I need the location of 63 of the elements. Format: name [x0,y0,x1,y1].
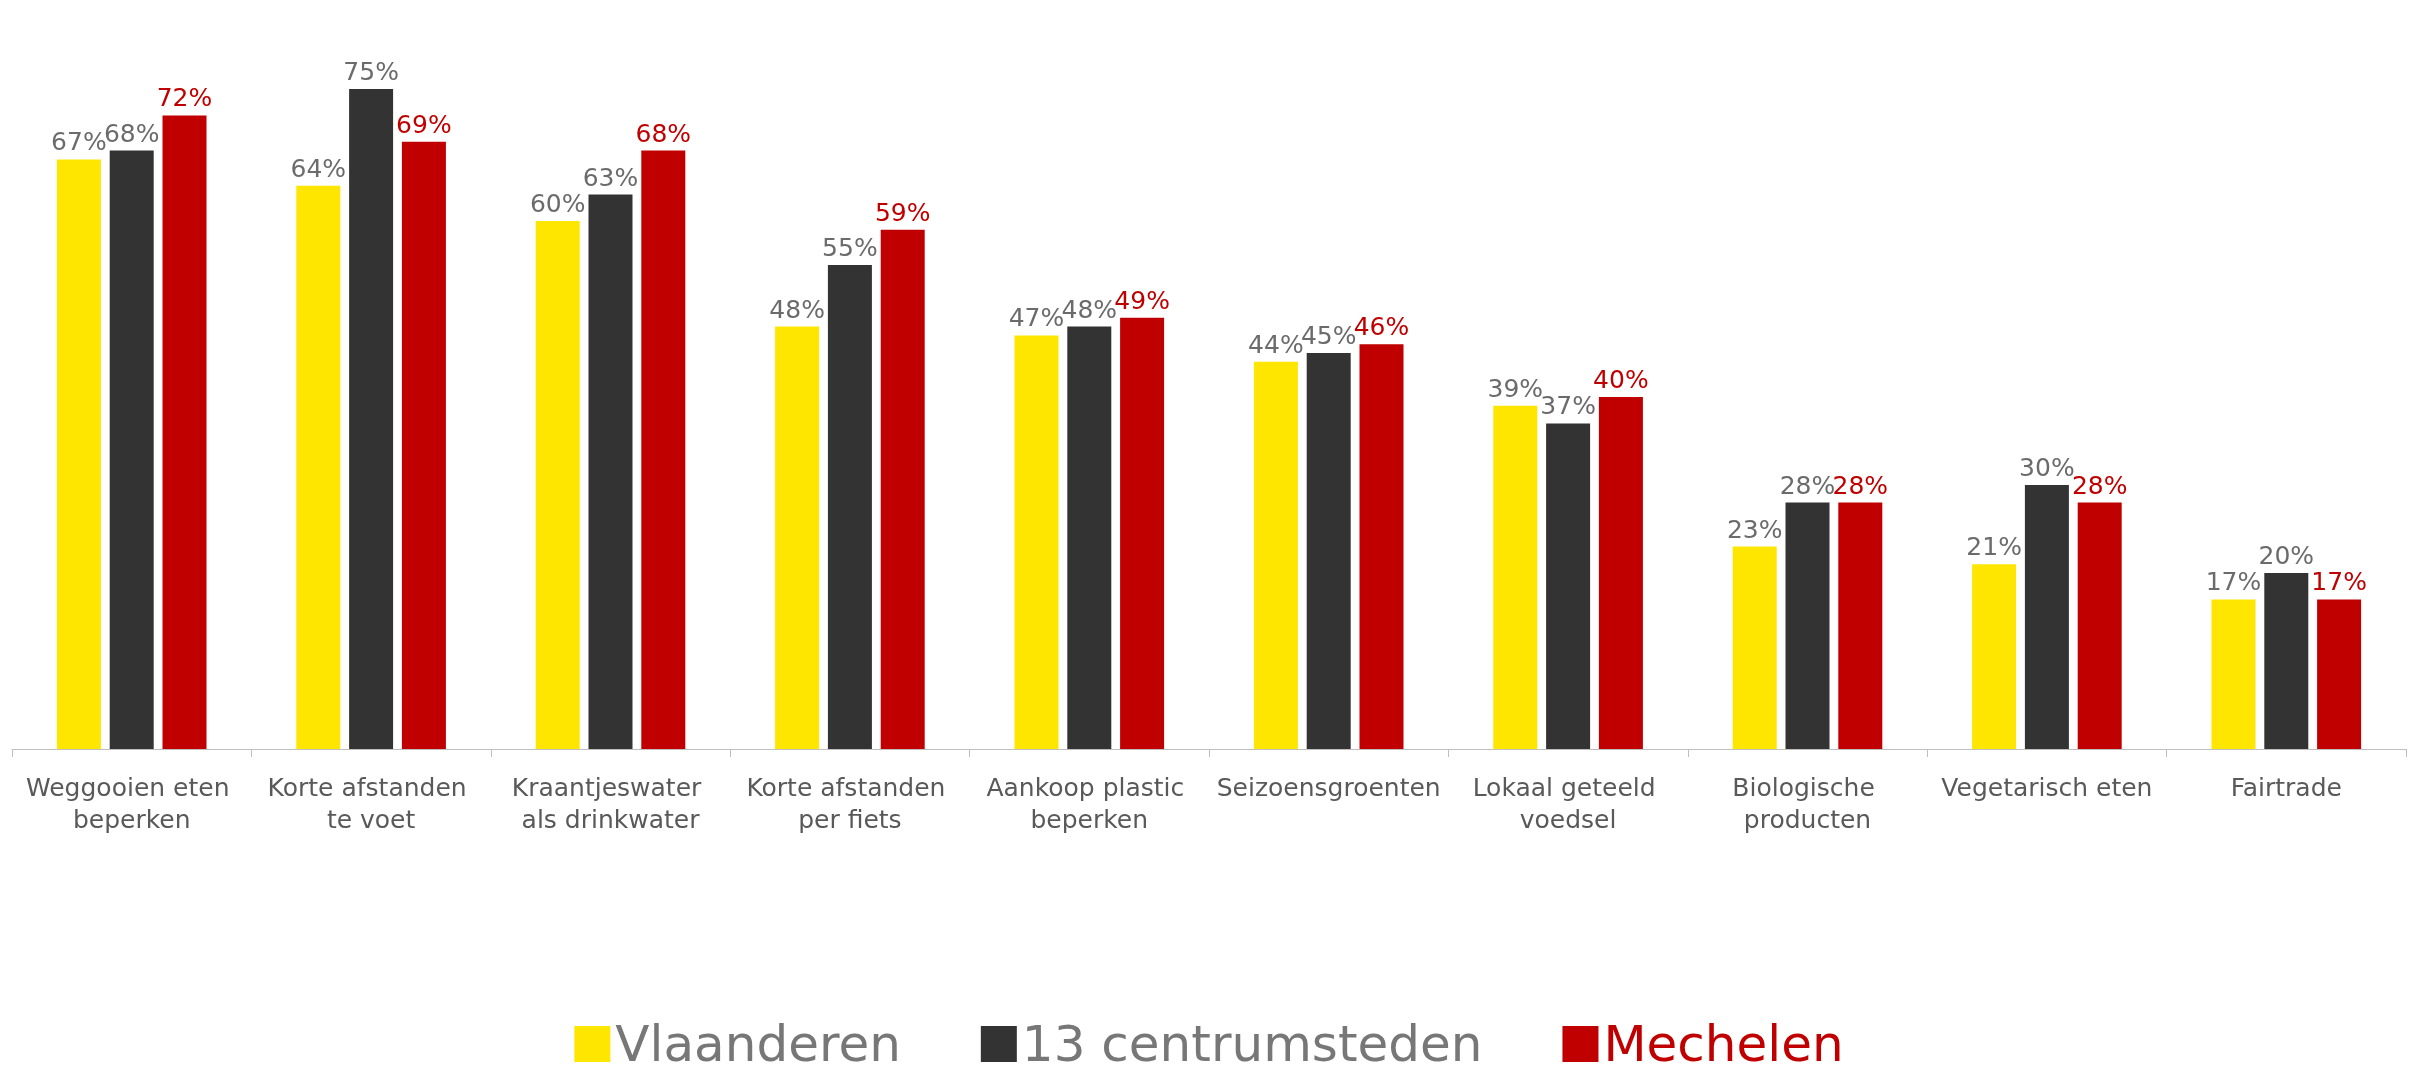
bar [588,194,633,749]
data-label: 60% [529,189,586,218]
data-label: 20% [2258,541,2315,570]
bar [1598,397,1643,749]
data-label: 17% [2311,567,2367,597]
x-tick-label: Korte afstanden te voet [267,772,475,834]
bar [1306,353,1351,749]
bar [1732,546,1777,749]
data-label: 17% [2205,567,2262,597]
bar [56,159,101,749]
bar [1120,317,1165,749]
bar [827,265,872,749]
bar [109,150,154,749]
data-label: 48% [769,294,825,324]
x-tick-label: Weggooien eten beperken [25,772,238,834]
data-label: 67% [51,127,107,157]
data-label: 75% [343,57,399,86]
data-label: 64% [290,153,347,183]
data-label: 21% [1966,532,2022,562]
bar [2317,599,2362,749]
x-tick-label: Kraantjeswater als drinkwater [511,772,710,834]
data-label: 72% [156,83,213,113]
bar [2077,502,2122,749]
x-tick-label: Korte afstanden per fiets [746,772,954,834]
bar [1972,564,2017,749]
x-tick-label: Fairtrade [2230,772,2342,802]
bar [349,89,394,749]
bar [880,229,925,749]
bar [1546,423,1591,749]
bar [535,221,580,749]
x-tick-label: Lokaal geteeld voedsel [1472,772,1664,834]
bar [1067,326,1112,749]
bar [641,150,686,749]
bar [2264,573,2309,749]
legend-label: 13 centrumsteden [1021,1015,1483,1073]
legend-label: Mechelen [1603,1015,1844,1073]
bar [775,326,820,749]
x-tick-label: Biologische producten [1732,772,1883,834]
data-label: 59% [874,197,931,227]
bar [162,115,207,749]
bar [1359,344,1404,749]
bar [401,141,446,749]
x-tick-label: Aankoop plastic beperken [986,772,1193,834]
x-tick-label: Seizoensgroenten [1216,772,1441,802]
bar [1838,502,1883,749]
data-label: 30% [2019,453,2075,482]
bar [2211,599,2256,749]
bar [1014,335,1059,749]
data-label: 55% [822,233,878,262]
x-tick-label: Vegetarisch eten [1941,772,2153,802]
data-label: 44% [1248,329,1304,359]
data-label: 40% [1593,365,1649,394]
bar [1493,405,1538,749]
data-label: 63% [582,162,639,192]
legend-label: Vlaanderen [615,1015,901,1073]
bar [296,185,341,749]
bar [1253,361,1298,749]
bar [1785,502,1830,749]
data-label: 69% [396,109,452,139]
data-label: 39% [1487,373,1544,403]
data-label: 23% [1726,514,1783,544]
bar [2024,485,2069,749]
data-label: 68% [635,118,692,148]
